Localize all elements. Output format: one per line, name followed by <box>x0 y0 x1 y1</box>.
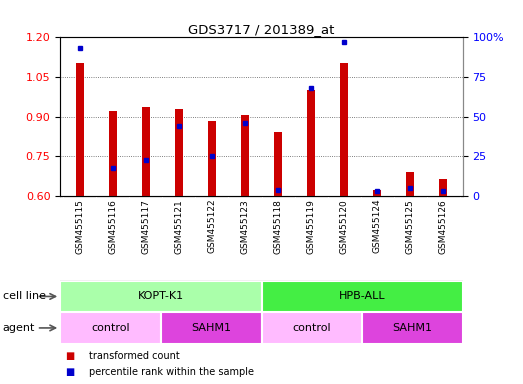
Text: control: control <box>292 323 331 333</box>
Text: GSM455117: GSM455117 <box>141 199 151 254</box>
Bar <box>274 132 282 196</box>
Text: GSM455118: GSM455118 <box>274 199 282 254</box>
Bar <box>340 63 348 196</box>
Text: GSM455122: GSM455122 <box>208 199 217 253</box>
Bar <box>362 312 463 344</box>
Text: GSM455126: GSM455126 <box>439 199 448 253</box>
Bar <box>109 111 117 196</box>
Bar <box>142 107 150 196</box>
Text: transformed count: transformed count <box>89 351 180 361</box>
Text: agent: agent <box>3 323 35 333</box>
Bar <box>208 121 216 196</box>
Text: SAHM1: SAHM1 <box>393 323 433 333</box>
Bar <box>161 312 262 344</box>
Title: GDS3717 / 201389_at: GDS3717 / 201389_at <box>188 23 335 36</box>
Text: KOPT-K1: KOPT-K1 <box>138 291 184 301</box>
Bar <box>241 115 249 196</box>
Text: SAHM1: SAHM1 <box>191 323 231 333</box>
Text: percentile rank within the sample: percentile rank within the sample <box>89 367 254 377</box>
Bar <box>307 90 315 196</box>
Text: ■: ■ <box>65 367 75 377</box>
Text: GSM455119: GSM455119 <box>306 199 315 254</box>
Bar <box>175 109 183 196</box>
Text: GSM455115: GSM455115 <box>75 199 84 254</box>
Text: cell line: cell line <box>3 291 46 301</box>
Text: GSM455124: GSM455124 <box>372 199 382 253</box>
Text: HPB-ALL: HPB-ALL <box>339 291 385 301</box>
Text: GSM455123: GSM455123 <box>241 199 249 253</box>
Text: ■: ■ <box>65 351 75 361</box>
Text: GSM455120: GSM455120 <box>339 199 348 253</box>
Bar <box>76 63 84 196</box>
Text: GSM455116: GSM455116 <box>108 199 118 254</box>
Bar <box>262 281 463 312</box>
Text: GSM455125: GSM455125 <box>405 199 415 253</box>
Text: GSM455121: GSM455121 <box>175 199 184 253</box>
Bar <box>406 172 414 196</box>
Bar <box>60 281 262 312</box>
Bar <box>262 312 362 344</box>
Bar <box>439 179 447 196</box>
Bar <box>60 312 161 344</box>
Text: control: control <box>91 323 130 333</box>
Bar <box>373 190 381 196</box>
